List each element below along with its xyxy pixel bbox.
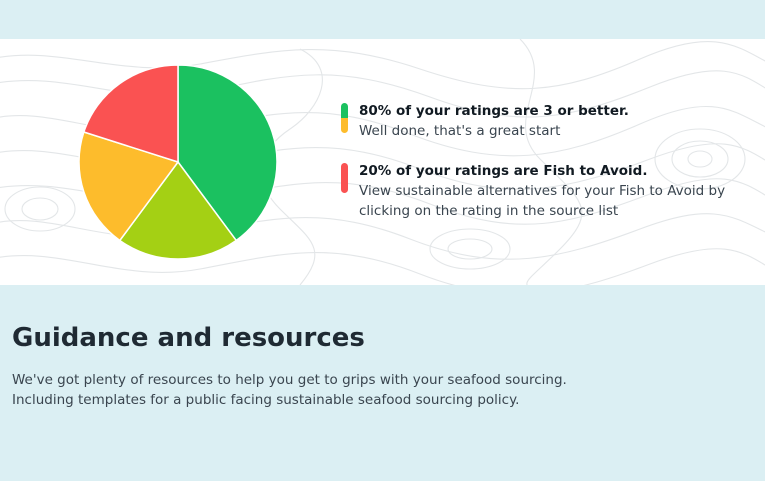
pie-slice-3 (78, 131, 180, 242)
guidance-body: We've got plenty of resources to help yo… (12, 372, 567, 408)
good-ratings-stat: 80% of your ratings are 3 or better. Wel… (341, 101, 761, 141)
ratings-summary-panel: 80% of your ratings are 3 or better. Wel… (0, 39, 765, 285)
pie-slice-4 (82, 64, 179, 164)
top-band (0, 0, 765, 39)
guidance-heading: Guidance and resources (12, 323, 365, 353)
avoid-ratings-description: View sustainable alternatives for your F… (359, 183, 726, 219)
pie-slice-2 (118, 160, 238, 260)
good-ratings-indicator (341, 103, 348, 133)
good-ratings-description: Well done, that's a great start (359, 123, 561, 139)
avoid-ratings-title: 20% of your ratings are Fish to Avoid. (359, 163, 648, 179)
good-ratings-title: 80% of your ratings are 3 or better. (359, 103, 629, 119)
ratings-pie-chart (78, 64, 278, 260)
guidance-section: Guidance and resources We've got plenty … (12, 318, 612, 410)
pie-slice-1 (177, 64, 278, 242)
avoid-ratings-indicator (341, 163, 348, 193)
avoid-ratings-stat: 20% of your ratings are Fish to Avoid. V… (341, 161, 761, 221)
